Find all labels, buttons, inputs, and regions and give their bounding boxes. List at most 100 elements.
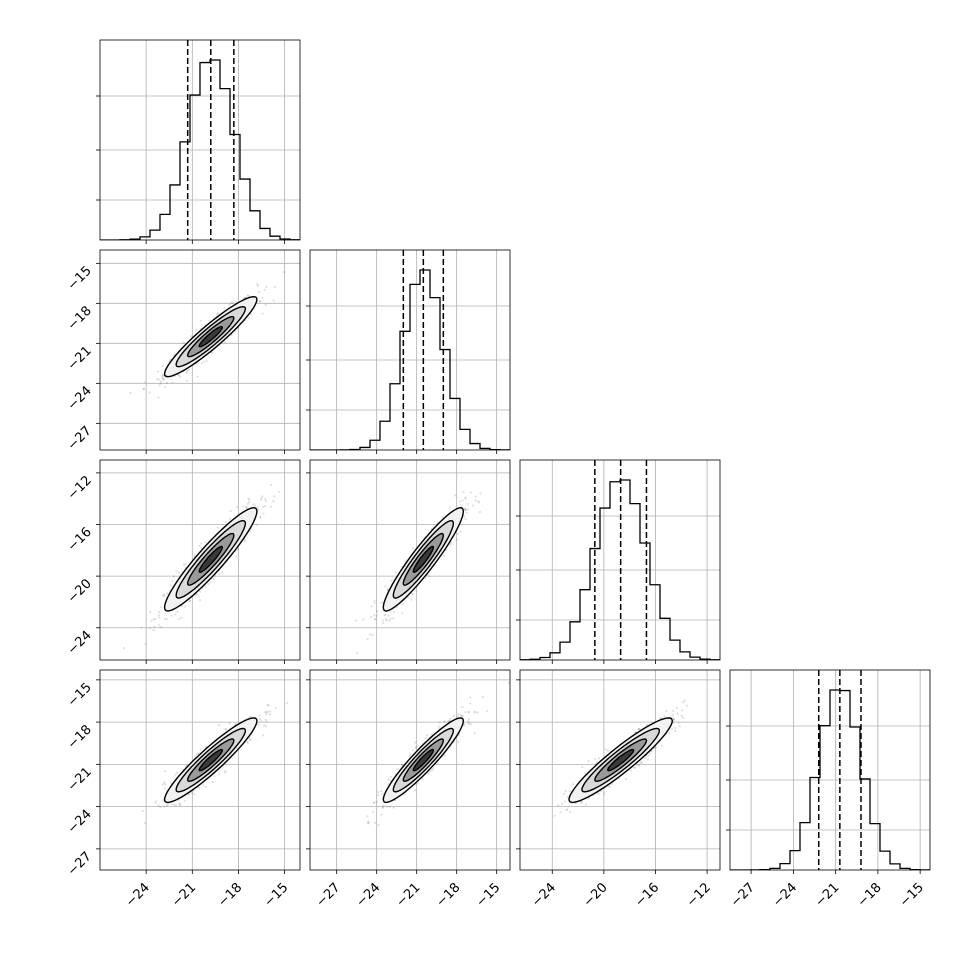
sample-point [387, 614, 390, 617]
sample-point [250, 715, 253, 718]
sample-point [256, 283, 259, 286]
sample-point [665, 709, 668, 713]
sample-point [635, 763, 639, 767]
axes-frame [99, 459, 301, 661]
sample-point [408, 754, 411, 758]
sample-point [392, 806, 395, 809]
sample-point [465, 508, 468, 512]
sample-point [260, 497, 263, 500]
sample-point [375, 614, 378, 617]
sample-point [264, 725, 268, 728]
sample-point [640, 760, 643, 764]
axes-frame [99, 39, 301, 241]
sample-point [381, 619, 384, 622]
sample-point [187, 368, 190, 372]
sample-point [157, 396, 160, 399]
panel-3-1: −27 −24 −21 −18 −15 [306, 669, 511, 910]
sample-point [430, 769, 433, 772]
sample-point [244, 506, 248, 509]
sample-point [235, 555, 238, 558]
sample-point [459, 500, 462, 503]
sample-point [148, 391, 151, 394]
sample-point [170, 802, 173, 806]
sample-point [581, 766, 584, 769]
x-tick-label: −18 [433, 880, 463, 910]
sample-point [464, 517, 467, 521]
sample-point [467, 710, 470, 713]
sample-point [381, 806, 385, 809]
sample-point [452, 714, 455, 717]
sample-point [362, 618, 365, 621]
sample-point [259, 516, 262, 519]
sample-point [177, 571, 181, 574]
sample-point [265, 285, 268, 289]
sample-point [375, 610, 379, 613]
sample-point [674, 729, 677, 733]
sample-point [154, 800, 158, 803]
y-tick-label: −24 [65, 384, 95, 414]
sample-point [595, 761, 598, 764]
sample-point [267, 704, 270, 707]
sample-point [417, 782, 420, 785]
sample-point [174, 773, 177, 776]
panel-1-0: −27 −24 −21 −18 −15 [65, 249, 301, 454]
sample-point [587, 759, 590, 763]
sample-point [213, 775, 216, 778]
sample-point [176, 610, 179, 614]
sample-point [171, 381, 174, 384]
sample-point [201, 783, 205, 786]
sample-point [463, 508, 466, 511]
sample-point [629, 769, 633, 772]
sample-point [650, 750, 653, 753]
sample-point [604, 748, 608, 751]
sample-point [647, 754, 650, 758]
sample-point [571, 783, 575, 786]
sample-point [183, 799, 186, 802]
sample-point [461, 714, 464, 718]
sample-point [678, 725, 681, 728]
sample-point [231, 301, 234, 305]
sample-point [411, 749, 415, 752]
sample-point [560, 802, 564, 805]
sample-point [645, 723, 649, 726]
sample-point [246, 741, 249, 745]
sample-point [389, 775, 393, 778]
axes-frame [309, 669, 511, 871]
sample-point [184, 605, 187, 608]
sample-point [410, 598, 413, 601]
sample-point [204, 541, 207, 544]
scatter-3-0 [141, 701, 289, 825]
sample-point [195, 753, 198, 756]
sample-point [252, 503, 255, 506]
sample-point [269, 713, 272, 716]
sample-point [369, 616, 373, 619]
contour-0.5sigma [198, 748, 224, 772]
sample-point [258, 714, 261, 717]
sample-point [158, 378, 161, 381]
sample-point [202, 360, 205, 363]
sample-point [224, 728, 228, 731]
sample-point [205, 786, 208, 789]
axes-frame [309, 249, 511, 451]
sample-point [274, 707, 277, 710]
sample-point [507, 681, 510, 685]
sample-point [638, 727, 641, 731]
sample-point [170, 584, 173, 587]
sample-point [366, 637, 369, 641]
sample-point [162, 364, 165, 367]
y-tick-label: −15 [65, 264, 95, 294]
sample-point [156, 378, 159, 381]
sample-point [442, 720, 446, 723]
sample-point [476, 500, 480, 503]
sample-point [430, 733, 434, 736]
sample-point [246, 294, 249, 297]
sample-point [264, 500, 267, 503]
sample-point [158, 624, 161, 627]
sample-point [272, 299, 275, 302]
sample-point [236, 506, 239, 509]
sample-point [140, 626, 143, 629]
sample-point [258, 717, 262, 720]
sample-point [175, 570, 178, 573]
sample-point [163, 386, 167, 389]
